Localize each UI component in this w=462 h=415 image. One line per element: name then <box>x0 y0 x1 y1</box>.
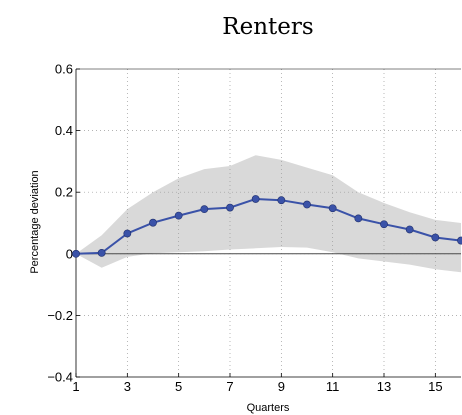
data-point <box>354 214 363 223</box>
x-tick-label: 3 <box>124 379 131 394</box>
series-line <box>75 197 462 255</box>
x-tick-label: 1 <box>72 379 79 394</box>
data-point <box>174 211 183 220</box>
y-tick-label: 0.2 <box>55 185 73 200</box>
plot-area: 1 3 5 7 9 11 13 15−0.4−0.200.20.40.6 <box>47 62 462 394</box>
data-point <box>251 195 260 203</box>
data-point <box>431 233 440 242</box>
data-point <box>149 218 157 227</box>
x-axis-label: Quarters <box>247 402 290 414</box>
data-point <box>303 200 311 209</box>
x-tick-label: 5 <box>175 379 182 394</box>
x-tick-label: 13 <box>377 379 391 394</box>
data-point <box>277 196 286 205</box>
data-point <box>97 248 106 257</box>
data-point <box>405 225 414 234</box>
x-tick-label: 9 <box>278 379 285 394</box>
y-tick-label: 0.4 <box>55 123 73 138</box>
y-tick-label: −0.2 <box>47 308 73 323</box>
data-point <box>200 205 209 214</box>
data-point <box>226 203 234 212</box>
data-point <box>457 236 462 245</box>
confidence-band <box>76 155 461 273</box>
x-tick-label: 11 <box>326 379 340 394</box>
y-tick-label: 0 <box>66 246 73 261</box>
y-tick-label: −0.4 <box>47 370 73 385</box>
x-tick-label: 7 <box>226 379 233 394</box>
data-point <box>328 204 337 213</box>
data-point <box>380 220 388 229</box>
data-point <box>123 229 132 238</box>
y-axis-label: Percentage deviation <box>29 170 41 273</box>
y-tick-label: 0.6 <box>55 62 73 77</box>
data-point <box>72 249 80 258</box>
chart-title: Renters <box>222 14 313 40</box>
x-tick-label: 15 <box>428 379 442 394</box>
